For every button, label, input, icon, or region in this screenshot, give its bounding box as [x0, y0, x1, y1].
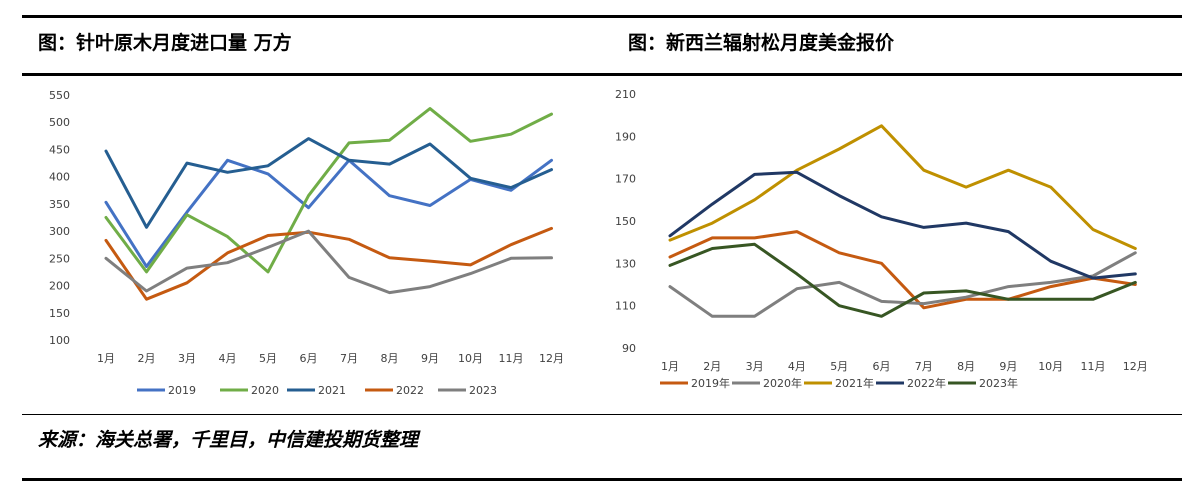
x-tick-label: 12月: [1123, 360, 1148, 373]
legend-label: 2023: [469, 384, 497, 397]
y-tick-label: 200: [49, 280, 70, 293]
legend-label: 2021年: [835, 376, 874, 390]
x-tick-label: 12月: [539, 352, 564, 365]
legend-label: 2021: [318, 384, 346, 397]
y-tick-label: 90: [622, 342, 636, 355]
series-line-2022: [104, 226, 553, 301]
x-tick-label: 10月: [1038, 360, 1063, 373]
import-volume-chart: 100 150 200 250 300 350 400 450 500 550 1月 2月 3月 4月 5月…: [49, 89, 564, 397]
series-line-2022年: [668, 170, 1137, 280]
title-divider-rule: [22, 73, 1182, 76]
left-chart-title: 图：针叶原木月度进口量 万方: [38, 32, 292, 54]
x-tick-label: 6月: [300, 352, 318, 365]
series-line-2023年: [668, 242, 1137, 318]
y-tick-label: 100: [49, 334, 70, 347]
source-note: 来源：海关总署，千里目，中信建投期货整理: [38, 429, 419, 451]
x-tick-label: 3月: [178, 352, 196, 365]
x-tick-label: 7月: [340, 352, 358, 365]
y-tick-label: 110: [615, 300, 636, 313]
x-tick-label: 8月: [957, 360, 975, 373]
y-tick-label: 150: [615, 215, 636, 228]
y-tick-label: 300: [49, 225, 70, 238]
right-chart-title: 图：新西兰辐射松月度美金报价: [628, 32, 895, 54]
x-tick-label: 8月: [381, 352, 399, 365]
legend-label: 2019年: [691, 376, 730, 390]
x-tick-label: 1月: [661, 360, 679, 373]
x-tick-label: 5月: [259, 352, 277, 365]
y-tick-label: 400: [49, 171, 70, 184]
y-tick-label: 210: [615, 88, 636, 101]
series-line-2021年: [668, 124, 1137, 250]
x-tick-label: 5月: [830, 360, 848, 373]
legend-label: 2022年: [907, 376, 946, 390]
x-tick-label: 10月: [458, 352, 483, 365]
y-tick-label: 550: [49, 89, 70, 102]
y-tick-label: 130: [615, 257, 636, 270]
x-tick-label: 3月: [746, 360, 764, 373]
top-rule: [22, 15, 1182, 18]
y-tick-label: 450: [49, 143, 70, 156]
x-tick-label: 4月: [219, 352, 237, 365]
y-tick-label: 250: [49, 252, 70, 265]
x-tick-label: 7月: [915, 360, 933, 373]
source-divider-rule: [22, 414, 1182, 415]
series-line-2023: [104, 229, 553, 295]
x-tick-label: 9月: [999, 360, 1017, 373]
x-tick-label: 11月: [1081, 360, 1106, 373]
x-tick-label: 6月: [873, 360, 891, 373]
legend-label: 2020: [251, 384, 279, 397]
legend-label: 2022: [396, 384, 424, 397]
legend-label: 2020年: [763, 376, 802, 390]
x-tick-label: 11月: [499, 352, 524, 365]
legend-label: 2023年: [979, 376, 1018, 390]
y-tick-label: 350: [49, 198, 70, 211]
series-line-2020: [104, 107, 553, 274]
x-tick-label: 4月: [788, 360, 806, 373]
series-line-2021: [104, 137, 553, 229]
x-tick-label: 2月: [138, 352, 156, 365]
x-tick-label: 1月: [97, 352, 115, 365]
price-chart: 90 110 130 150 170 190 210 1月 2月 3月 4月 5月 6月 7月 8月 9月 10…: [615, 88, 1148, 390]
x-tick-label: 2月: [703, 360, 721, 373]
series-line-2019年: [668, 230, 1137, 310]
x-tick-label: 9月: [421, 352, 439, 365]
y-tick-label: 190: [615, 130, 636, 143]
bottom-rule: [22, 478, 1182, 481]
y-tick-label: 150: [49, 307, 70, 320]
series-line-2020年: [668, 251, 1137, 318]
legend-label: 2019: [168, 384, 196, 397]
y-tick-label: 170: [615, 173, 636, 186]
y-tick-label: 500: [49, 116, 70, 129]
series-line-2019: [104, 158, 553, 268]
